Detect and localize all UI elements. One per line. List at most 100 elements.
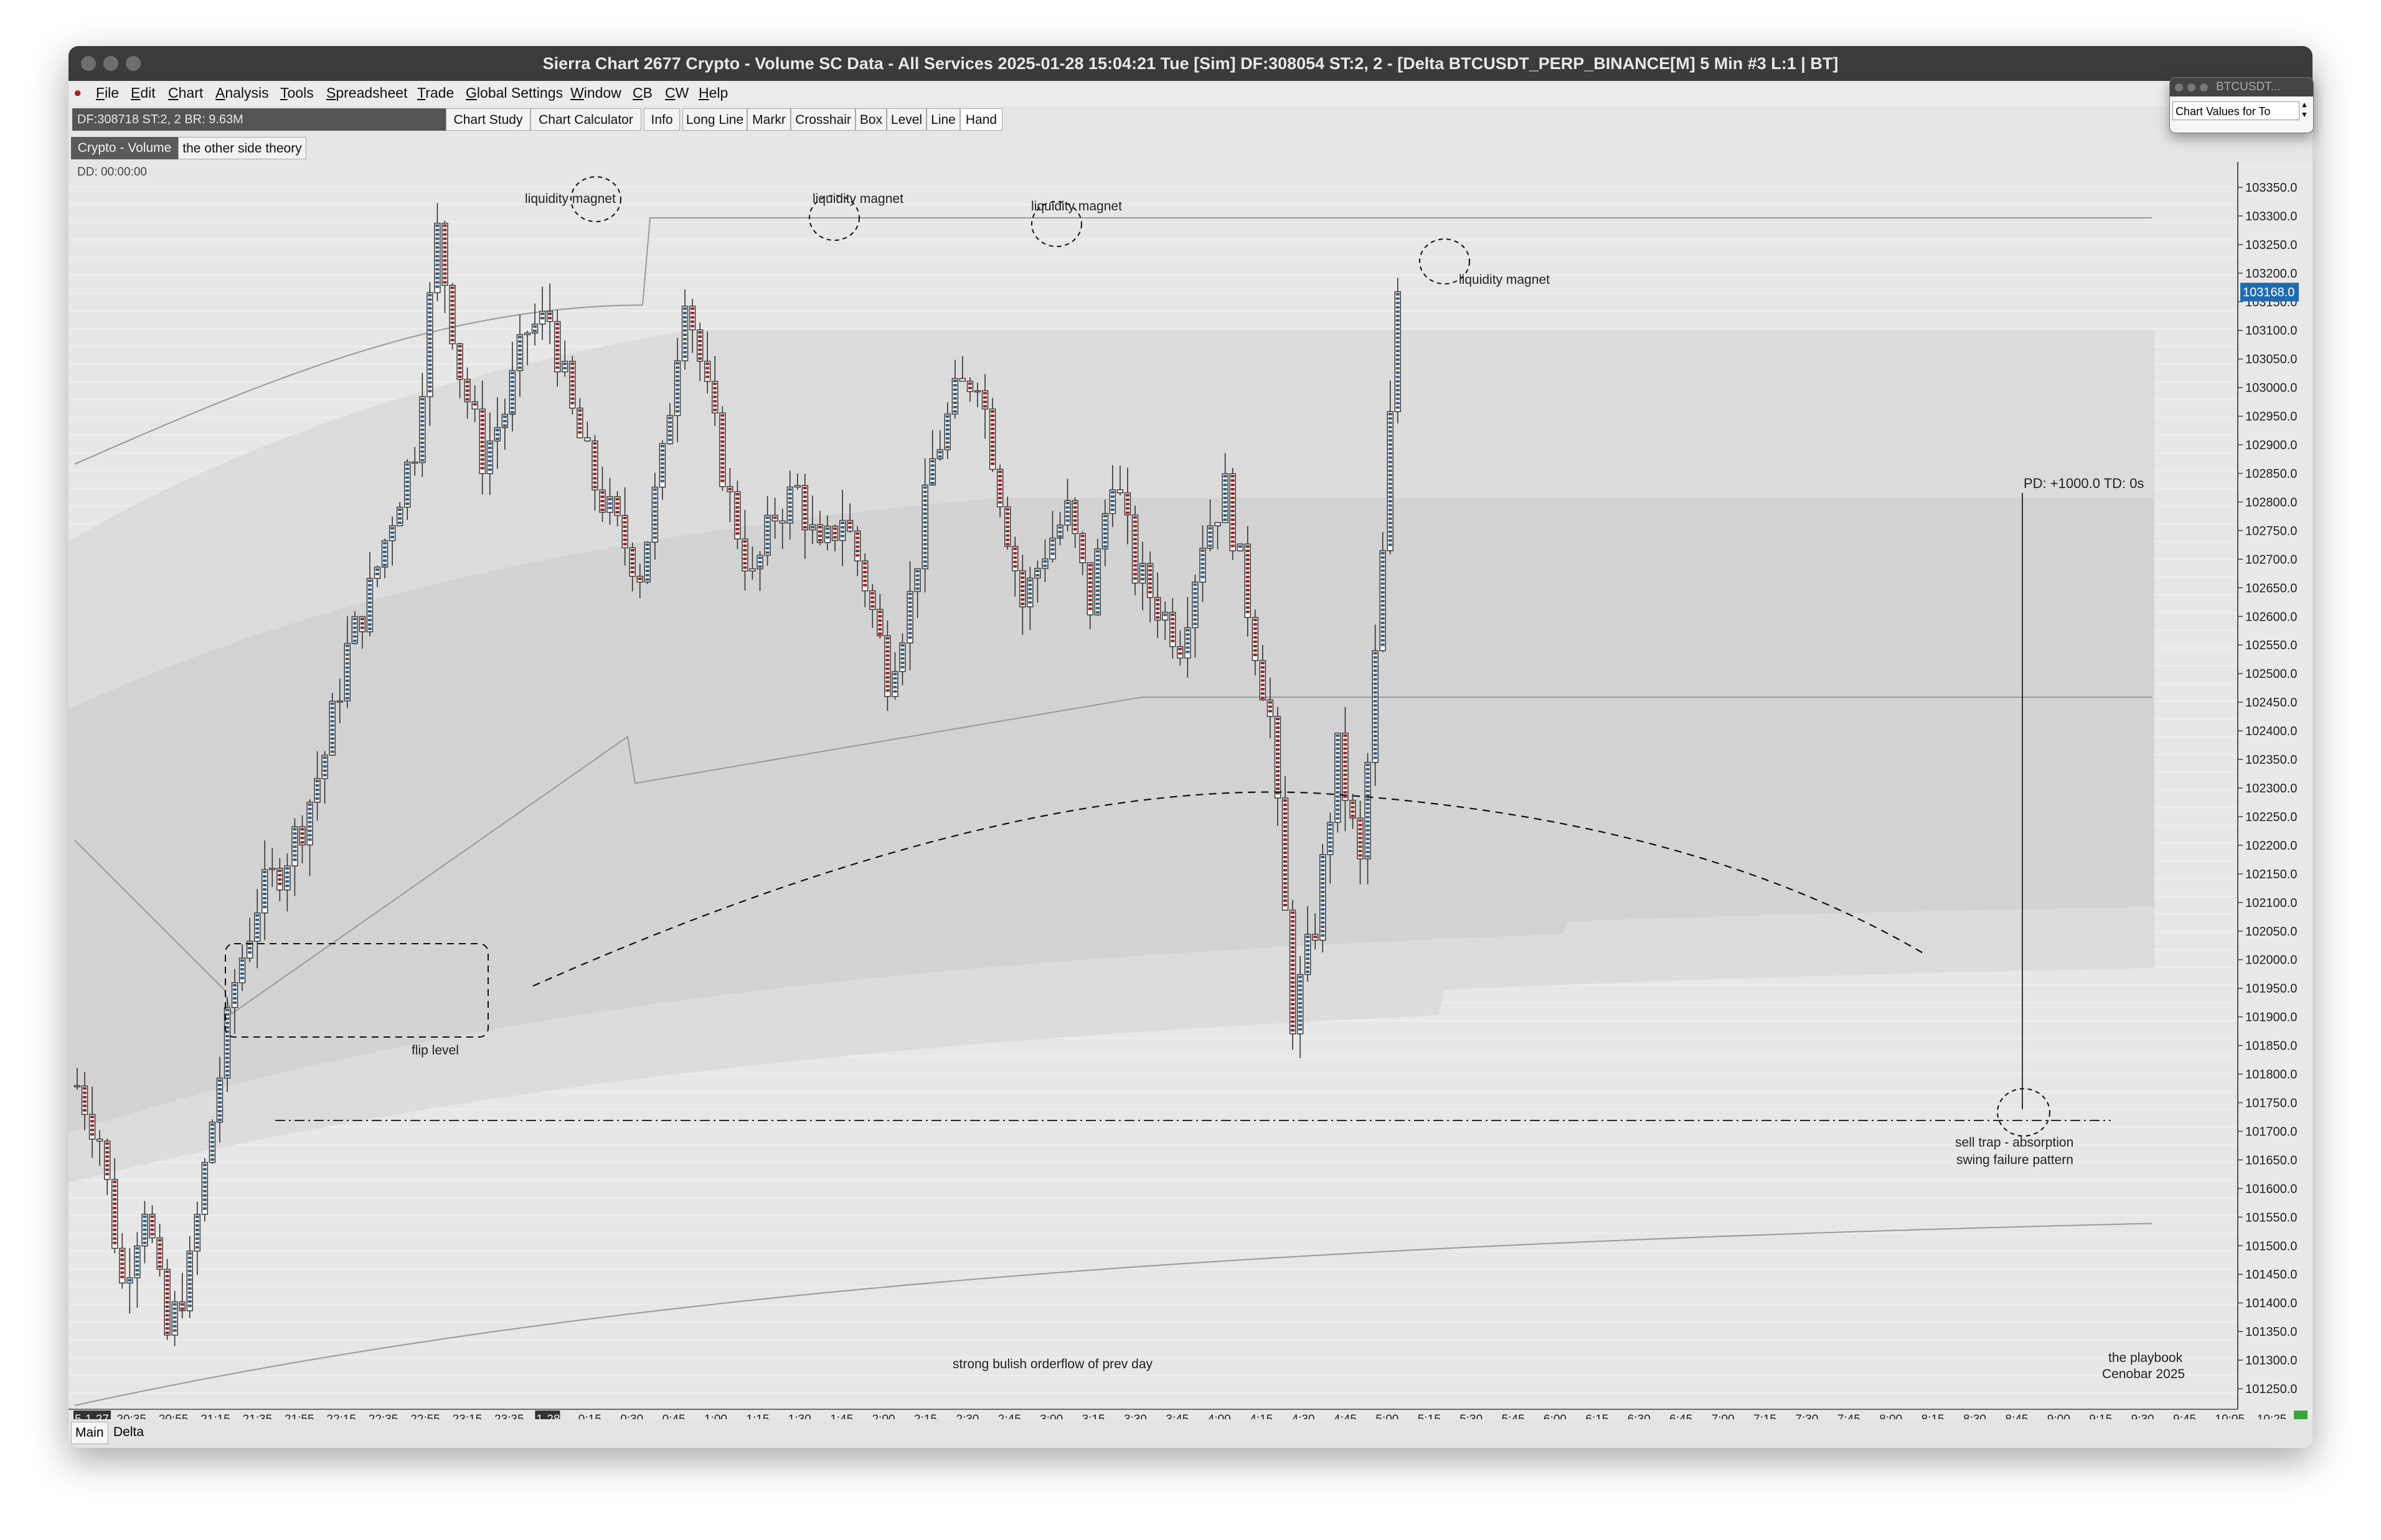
time-tick-label: 7:15 (1753, 1413, 1776, 1419)
close-window-button[interactable] (81, 56, 96, 71)
delta-bar (187, 1261, 192, 1264)
price-tick-label: 102800.0 (2245, 495, 2297, 509)
menu-spreadsheet[interactable]: Spreadsheet (326, 85, 408, 101)
level-button[interactable]: Level (887, 108, 926, 131)
candle (907, 561, 913, 671)
delta-bar (383, 542, 387, 545)
menu-bar: ● File Edit Chart Analysis Tools Spreads… (68, 81, 2313, 106)
float-close-button[interactable] (2175, 83, 2183, 92)
menu-trade[interactable]: Trade (417, 85, 455, 101)
time-tick-label: 0:45 (662, 1413, 686, 1419)
delta-bar (968, 387, 972, 390)
candle (1124, 467, 1131, 545)
delta-bar (420, 411, 425, 414)
delta-bar (1388, 417, 1392, 420)
menu-chart[interactable]: Chart (168, 85, 204, 101)
delta-bar (1395, 362, 1400, 365)
delta-bar (1103, 528, 1107, 531)
delta-bar (360, 617, 364, 621)
box-button[interactable]: Box (856, 108, 887, 131)
delta-bar (143, 1228, 147, 1231)
marker-button[interactable]: Markr (747, 108, 791, 131)
time-tick-label: 1:45 (830, 1413, 853, 1419)
price-chart[interactable]: liquidity magnet liquidity magnetliquidit… (68, 162, 2313, 1419)
float-minimize-button[interactable] (2187, 83, 2195, 92)
delta-bar (1193, 609, 1197, 613)
scroll-down-icon[interactable]: ▼ (2301, 110, 2308, 119)
menu-cb[interactable]: CB (633, 85, 653, 101)
float-zoom-button[interactable] (2200, 83, 2208, 92)
delta-bar (863, 562, 867, 565)
menu-cw[interactable]: CW (665, 85, 689, 101)
menu-edit[interactable]: Edit (131, 85, 156, 101)
delta-bar (555, 366, 560, 369)
delta-bar (1088, 585, 1092, 588)
tab-delta[interactable]: Delta (113, 1425, 144, 1439)
candle-body (749, 568, 756, 571)
menu-global-settings[interactable]: Global Settings (466, 85, 563, 101)
candle-body (1101, 513, 1109, 550)
chart-values-window[interactable]: BTCUSDT... Chart Values for To ▲ ▼ (2169, 77, 2314, 133)
menu-help[interactable]: Help (699, 85, 728, 101)
hand-button[interactable]: Hand (960, 108, 1002, 131)
crosshair-button[interactable]: Crosshair (791, 108, 856, 131)
tab-crypto-volume[interactable]: Crypto - Volume (71, 137, 178, 159)
delta-bar (1388, 522, 1392, 525)
time-tick-label: 4:15 (1250, 1413, 1273, 1419)
line-button[interactable]: Line (926, 108, 960, 131)
delta-bar (1006, 538, 1010, 542)
chart-calculator-button[interactable]: Chart Calculator (530, 108, 641, 131)
delta-bar (480, 415, 484, 418)
menu-window[interactable]: Window (570, 85, 621, 101)
chart-study-button[interactable]: Chart Study (446, 108, 530, 131)
time-tick-label: 8:15 (1921, 1413, 1945, 1419)
zoom-window-button[interactable] (126, 56, 141, 71)
candle (1357, 801, 1364, 885)
long-line-button[interactable]: Long Line (682, 108, 747, 131)
delta-bar (330, 737, 334, 740)
delta-bar (1343, 791, 1347, 794)
candle (1192, 575, 1199, 658)
delta-bar (1380, 569, 1385, 572)
delta-bar (240, 968, 245, 971)
app-pin-icon[interactable]: ● (73, 85, 82, 100)
delta-bar (1156, 616, 1160, 619)
menu-file[interactable]: File (96, 85, 120, 101)
tab-other-side-theory[interactable]: the other side theory (178, 137, 306, 159)
candle (1334, 733, 1341, 833)
candle (88, 1086, 96, 1158)
minimize-window-button[interactable] (103, 56, 118, 71)
delta-bar (1276, 748, 1280, 751)
delta-bar (593, 486, 597, 489)
floating-title-bar[interactable]: BTCUSDT... (2170, 78, 2313, 96)
delta-bar (803, 499, 807, 502)
delta-bar (1021, 594, 1025, 597)
price-tick-label: 101450.0 (2245, 1268, 2297, 1282)
delta-bar (555, 357, 560, 360)
current-price-label: 103168.0 (2243, 286, 2294, 299)
delta-bar (667, 425, 672, 428)
delta-bar (1336, 738, 1340, 741)
title-bar[interactable]: Sierra Chart 2677 Crypto - Volume SC Dat… (68, 46, 2313, 81)
menu-tools[interactable]: Tools (280, 85, 314, 101)
menu-analysis[interactable]: Analysis (215, 85, 269, 101)
scroll-up-icon[interactable]: ▲ (2301, 100, 2308, 109)
candle-body (1252, 617, 1259, 661)
time-tick-label: 3:15 (1082, 1413, 1105, 1419)
delta-bar (187, 1256, 192, 1259)
time-tick-label: 10:05 (2215, 1413, 2245, 1419)
chart-values-field[interactable]: Chart Values for To (2172, 101, 2299, 120)
tab-main[interactable]: Main (71, 1422, 108, 1444)
delta-bar (803, 486, 807, 489)
info-button[interactable]: Info (644, 108, 680, 131)
delta-bar (1006, 543, 1010, 546)
delta-bar (113, 1189, 117, 1192)
candle-body (381, 540, 389, 568)
delta-bar (1291, 977, 1295, 980)
delta-bar (653, 536, 657, 539)
price-tick-label: 102250.0 (2245, 810, 2297, 824)
delta-bar (1223, 496, 1227, 499)
delta-bar (630, 566, 634, 569)
delta-bar (1380, 617, 1385, 620)
delta-bar (1321, 890, 1325, 893)
